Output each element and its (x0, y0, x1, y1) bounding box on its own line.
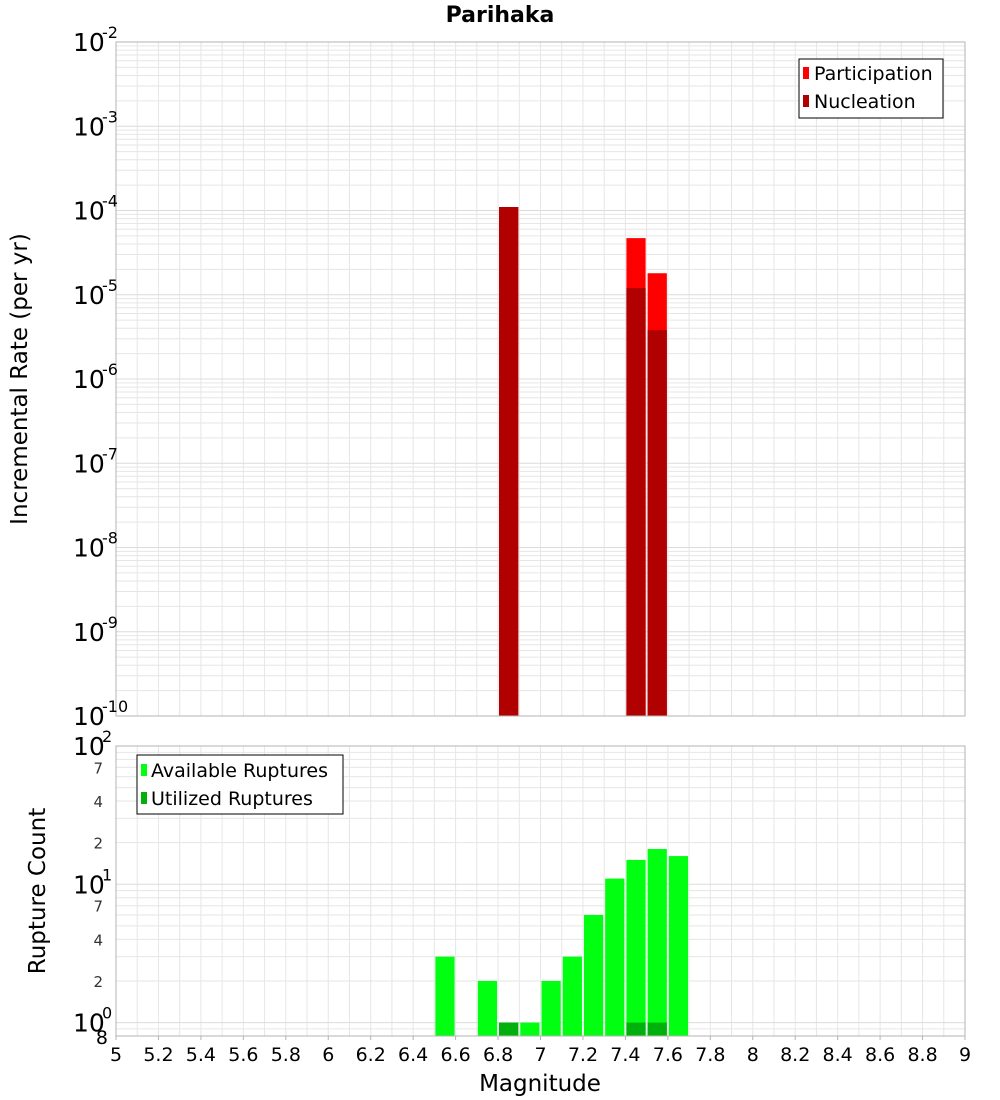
rate-legend-box (798, 58, 944, 119)
rate-y-tick-label: 10 (73, 365, 105, 394)
x-tick-label: 7 (534, 1044, 546, 1066)
rate-y-tick-label-exponent: -3 (102, 107, 118, 126)
x-tick-label: 7.8 (695, 1044, 725, 1066)
x-tick-label: 6.2 (356, 1044, 386, 1066)
rate-y-tick-label-exponent: -4 (102, 192, 118, 211)
legend-swatch-utilized (141, 792, 147, 804)
legend-swatch-nucleation (803, 95, 809, 107)
x-tick-label: 6 (322, 1044, 334, 1066)
available-ruptures-bar (541, 980, 561, 1036)
x-tick-label: 9 (959, 1044, 971, 1066)
legend-swatch-participation (803, 67, 809, 79)
count-y-axis-label: Rupture Count (25, 808, 51, 974)
nucleation-bar (626, 288, 646, 716)
x-tick-label: 6.6 (440, 1044, 470, 1066)
x-tick-label: 5.6 (228, 1044, 258, 1066)
x-tick-label: 8.6 (865, 1044, 895, 1066)
x-tick-label: 5.2 (143, 1044, 173, 1066)
count-y-minor-tick-label: 2 (93, 973, 103, 991)
available-ruptures-bar (626, 859, 646, 1036)
x-tick-label: 5.4 (186, 1044, 216, 1066)
x-tick-label: 7.2 (568, 1044, 598, 1066)
chart-title: Parihaka (446, 3, 555, 28)
rate-y-tick-label: 10 (73, 449, 105, 478)
legend-label-available: Available Ruptures (151, 760, 328, 782)
utilized-ruptures-bar (626, 1022, 646, 1036)
legend-swatch-available (141, 764, 147, 776)
count-y-tick-label-exponent: 0 (102, 1004, 112, 1023)
x-tick-label: 7.6 (653, 1044, 683, 1066)
rate-y-axis-label: Incremental Rate (per yr) (7, 233, 33, 525)
rate-y-tick-label-exponent: -9 (102, 613, 118, 632)
available-ruptures-bar (477, 980, 498, 1036)
count-y-tick-label: 10 (73, 732, 105, 761)
legend-label-participation: Participation (814, 63, 933, 85)
available-ruptures-bar (583, 914, 604, 1036)
rate-y-tick-label: 10 (73, 112, 105, 141)
count-y-minor-tick-label: 8 (96, 1027, 108, 1049)
x-tick-label: 5.8 (271, 1044, 301, 1066)
nucleation-bar (499, 207, 519, 716)
x-axis-label: Magnitude (479, 1071, 601, 1097)
count-y-minor-tick-label: 2 (93, 835, 103, 853)
x-tick-label: 5 (110, 1044, 122, 1066)
available-ruptures-bar (605, 878, 625, 1036)
available-ruptures-bar (520, 1022, 540, 1036)
count-legend-box (136, 754, 344, 815)
nucleation-bar (647, 330, 667, 716)
count-y-minor-tick-label: 4 (93, 931, 103, 949)
x-tick-label: 6.4 (398, 1044, 428, 1066)
rate-y-tick-label: 10 (73, 28, 105, 57)
count-y-tick-label-exponent: 2 (102, 727, 112, 746)
rate-y-tick-label-exponent: -8 (102, 529, 118, 548)
count-bars (435, 848, 689, 1036)
utilized-ruptures-bar (647, 1022, 667, 1036)
rate-y-tick-label-exponent: -6 (102, 360, 118, 379)
count-y-tick-label-exponent: 1 (102, 865, 112, 884)
rate-y-tick-label-exponent: -5 (102, 276, 118, 295)
rate-grid (115, 41, 966, 717)
available-ruptures-bar (647, 848, 667, 1036)
legend-label-utilized: Utilized Ruptures (151, 788, 313, 810)
rate-y-tick-label: 10 (73, 534, 105, 563)
rate-y-tick-label: 10 (73, 281, 105, 310)
available-ruptures-bar (668, 856, 689, 1036)
x-tick-label: 8 (747, 1044, 759, 1066)
count-legend: Available Ruptures Utilized Ruptures (136, 754, 344, 815)
rate-y-tick-label-exponent: -10 (102, 697, 128, 716)
rate-y-tick-label: 10 (73, 197, 105, 226)
count-y-minor-tick-label: 4 (93, 793, 103, 811)
magnitude-x-ticks: 5 5.2 5.4 5.6 5.8 6 6.2 6.4 6.6 6.8 7 7.2 7.4 7.6 7.8 8… (110, 1036, 971, 1066)
utilized-ruptures-bar (499, 1022, 519, 1036)
rate-plot-frame (115, 41, 966, 717)
available-ruptures-bar (562, 956, 582, 1036)
x-tick-label: 8.2 (780, 1044, 810, 1066)
rate-bars (499, 207, 667, 716)
count-y-minor-tick-label: 7 (93, 898, 103, 916)
available-ruptures-bar (435, 956, 455, 1036)
rate-y-tick-label-exponent: -2 (102, 23, 118, 42)
rate-y-tick-label: 10 (73, 702, 105, 731)
x-tick-label: 6.8 (483, 1044, 513, 1066)
legend-label-nucleation: Nucleation (814, 91, 916, 113)
count-y-minor-tick-label: 7 (93, 759, 103, 777)
x-tick-label: 8.4 (823, 1044, 853, 1066)
rate-y-tick-label: 10 (73, 618, 105, 647)
count-y-tick-label: 10 (73, 870, 105, 899)
x-tick-label: 7.4 (610, 1044, 640, 1066)
x-tick-label: 8.8 (907, 1044, 937, 1066)
count-y-tick-label: 10 (73, 1009, 105, 1038)
rate-legend: Participation Nucleation (798, 58, 944, 119)
rate-y-tick-label-exponent: -7 (102, 444, 118, 463)
